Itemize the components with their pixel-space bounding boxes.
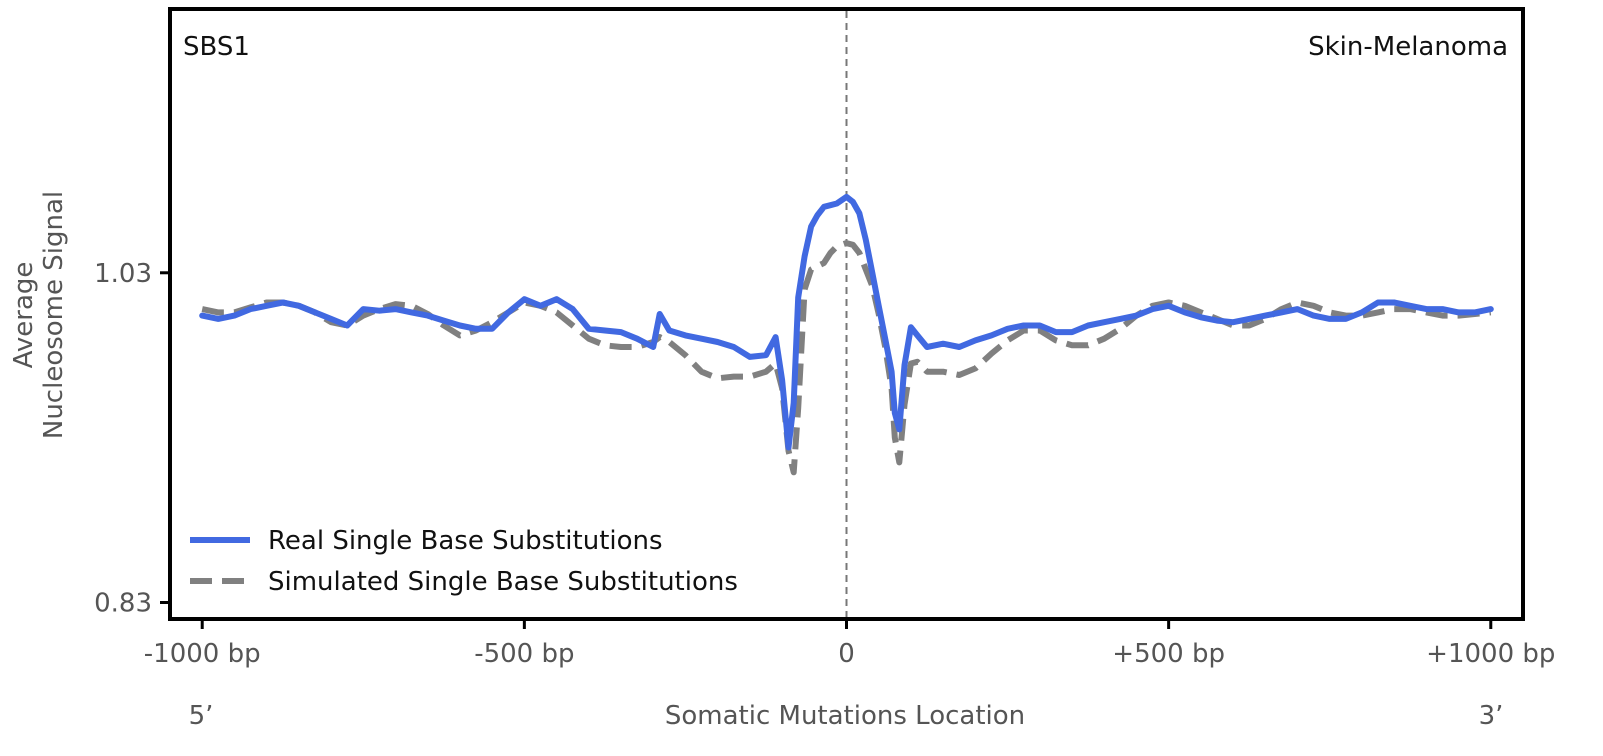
y-axis-ticks: 0.83 1.03 [94, 259, 170, 619]
series-layer [199, 193, 1494, 476]
y-tick-label-0: 0.83 [94, 589, 152, 619]
five-prime-label: 5’ [189, 701, 214, 731]
signature-label: SBS1 [183, 32, 250, 62]
series-line-simulated [201, 240, 1492, 476]
three-prime-label: 3’ [1479, 701, 1504, 731]
legend-label-real: Real Single Base Substitutions [268, 526, 663, 556]
x-tick-label-3: +500 bp [1112, 639, 1225, 669]
x-axis-title: Somatic Mutations Location [665, 701, 1025, 731]
x-tick-label-1: -500 bp [474, 639, 574, 669]
legend-label-simulated: Simulated Single Base Substitutions [268, 567, 738, 597]
y-axis-title-line2: Nucleosome Signal [39, 191, 69, 439]
x-tick-label-0: -1000 bp [144, 639, 261, 669]
y-axis-title: Average Nucleosome Signal [9, 191, 69, 439]
y-axis-title-line1: Average [9, 262, 39, 369]
y-tick-label-1: 1.03 [94, 259, 152, 289]
legend: Real Single Base Substitutions Simulated… [190, 526, 738, 597]
x-tick-label-4: +1000 bp [1426, 639, 1555, 669]
tissue-label: Skin-Melanoma [1308, 32, 1508, 62]
series-line-real [199, 193, 1494, 451]
x-axis-ticks: -1000 bp -500 bp 0 +500 bp +1000 bp [144, 619, 1555, 669]
x-tick-label-2: 0 [838, 639, 855, 669]
